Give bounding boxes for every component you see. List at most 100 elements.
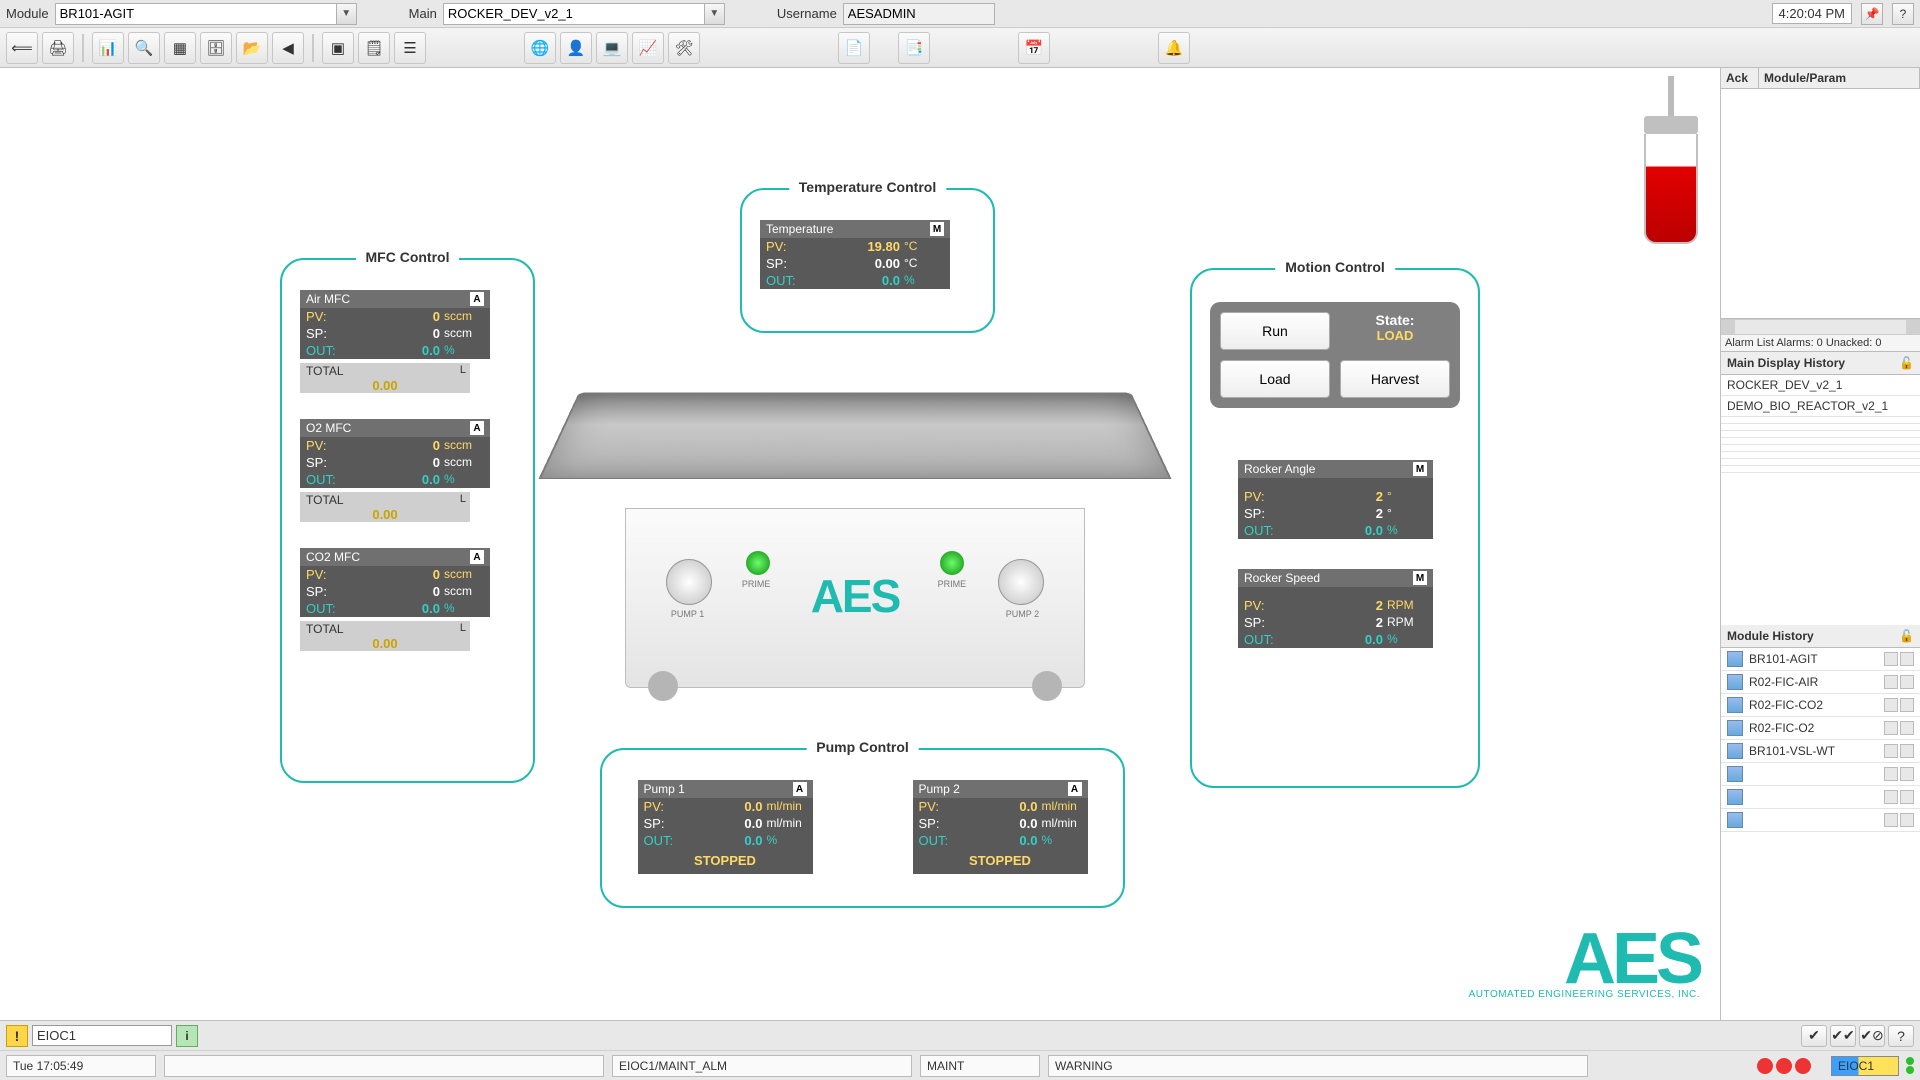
alarm-list-header: Ack Module/Param [1721, 68, 1920, 89]
chevron-down-icon[interactable]: ▼ [336, 4, 356, 24]
home-icon[interactable]: ⟸ [6, 32, 38, 64]
window-icon[interactable]: ▣ [322, 32, 354, 64]
main-input[interactable] [444, 4, 704, 24]
mode-indicator[interactable]: A [1068, 782, 1082, 796]
history-row[interactable] [1721, 445, 1920, 452]
history-row[interactable] [1721, 809, 1920, 832]
history-action-icon[interactable] [1884, 721, 1898, 735]
grid-icon[interactable]: ▦ [164, 32, 196, 64]
history-action-icon[interactable] [1900, 744, 1914, 758]
history-row[interactable] [1721, 466, 1920, 473]
open-icon[interactable]: 📂 [236, 32, 268, 64]
help-icon[interactable]: ? [1892, 3, 1914, 25]
faceplate[interactable]: O2 MFCAPV:0sccmSP:0sccmOUT:0.0% [300, 419, 490, 488]
history-row[interactable] [1721, 763, 1920, 786]
faceplate[interactable]: TemperatureMPV:19.80°CSP:0.00°COUT:0.0% [760, 220, 950, 289]
module-selector[interactable]: ▼ [55, 3, 357, 25]
history-row[interactable]: BR101-VSL-WT [1721, 740, 1920, 763]
db-icon[interactable]: 🗄 [200, 32, 232, 64]
history-row[interactable] [1721, 417, 1920, 424]
history-action-icon[interactable] [1900, 767, 1914, 781]
eioc-field[interactable]: EIOC1 [32, 1025, 172, 1046]
faceplate[interactable]: Rocker SpeedMPV:2RPMSP:2RPMOUT:0.0% [1238, 569, 1433, 648]
trend-icon[interactable]: 📊 [92, 32, 124, 64]
history-action-icon[interactable] [1900, 698, 1914, 712]
aes-logo: AES AUTOMATED ENGINEERING SERVICES, INC. [1469, 931, 1700, 1000]
run-button[interactable]: Run [1220, 312, 1330, 350]
eioc-chip[interactable]: EIOC1 [1831, 1056, 1899, 1076]
status-led-strip: EIOC1 [1757, 1056, 1914, 1076]
history-action-icon[interactable] [1884, 744, 1898, 758]
mode-indicator[interactable]: M [930, 222, 944, 236]
lock-icon[interactable]: 🔓 [1899, 356, 1914, 370]
faceplate[interactable]: Pump 2APV:0.0ml/minSP:0.0ml/minOUT:0.0%S… [913, 780, 1088, 874]
load-button[interactable]: Load [1220, 360, 1330, 398]
history-row[interactable] [1721, 431, 1920, 438]
list-icon[interactable]: ☰ [394, 32, 426, 64]
mode-indicator[interactable]: A [470, 292, 484, 306]
note-icon[interactable]: 🗒 [358, 32, 390, 64]
history-row[interactable]: R02-FIC-AIR [1721, 671, 1920, 694]
history-action-icon[interactable] [1900, 813, 1914, 827]
search-doc-icon[interactable]: 📑 [898, 32, 930, 64]
history-row[interactable] [1721, 438, 1920, 445]
mode-indicator[interactable]: M [1413, 462, 1427, 476]
history-row[interactable] [1721, 459, 1920, 466]
info-icon[interactable]: i [176, 1025, 198, 1047]
history-action-icon[interactable] [1900, 790, 1914, 804]
warning-triangle-icon[interactable]: ! [6, 1025, 28, 1047]
status-help-icon[interactable]: ? [1888, 1025, 1914, 1047]
module-param-col[interactable]: Module/Param [1759, 68, 1920, 88]
mode-indicator[interactable]: A [470, 421, 484, 435]
ack-page-icon[interactable]: ✔✔ [1830, 1025, 1856, 1047]
module-history-title: Module History [1727, 629, 1814, 643]
history-row[interactable]: R02-FIC-O2 [1721, 717, 1920, 740]
faceplate[interactable]: Air MFCAPV:0sccmSP:0sccmOUT:0.0% [300, 290, 490, 359]
history-row[interactable]: R02-FIC-CO2 [1721, 694, 1920, 717]
ack-selected-icon[interactable]: ✔ [1801, 1025, 1827, 1047]
history-row[interactable] [1721, 452, 1920, 459]
bioreactor-icon[interactable] [1636, 76, 1706, 276]
calendar-icon[interactable]: 📅 [1018, 32, 1050, 64]
monitor-icon[interactable]: 💻 [596, 32, 628, 64]
harvest-button[interactable]: Harvest [1340, 360, 1450, 398]
spreadsheet-icon[interactable]: 📈 [632, 32, 664, 64]
alarm-list-hscroll[interactable] [1721, 319, 1920, 335]
history-action-icon[interactable] [1884, 790, 1898, 804]
chevron-down-icon[interactable]: ▼ [704, 4, 724, 24]
history-row[interactable] [1721, 424, 1920, 431]
tools-icon[interactable]: 🛠 [668, 32, 700, 64]
main-selector[interactable]: ▼ [443, 3, 725, 25]
user-icon[interactable]: 👤 [560, 32, 592, 64]
ack-col[interactable]: Ack [1721, 68, 1759, 88]
history-action-icon[interactable] [1900, 675, 1914, 689]
history-action-icon[interactable] [1884, 813, 1898, 827]
history-action-icon[interactable] [1884, 767, 1898, 781]
faceplate[interactable]: Rocker AngleMPV:2°SP:2°OUT:0.0% [1238, 460, 1433, 539]
faceplate[interactable]: Pump 1APV:0.0ml/minSP:0.0ml/minOUT:0.0%S… [638, 780, 813, 874]
history-row[interactable] [1721, 786, 1920, 809]
history-row[interactable]: DEMO_BIO_REACTOR_v2_1 [1721, 396, 1920, 417]
doc-icon[interactable]: 📄 [838, 32, 870, 64]
history-action-icon[interactable] [1900, 652, 1914, 666]
mode-indicator[interactable]: A [470, 550, 484, 564]
alarm-list[interactable] [1721, 89, 1920, 319]
chart-icon[interactable]: 🔍 [128, 32, 160, 64]
history-row[interactable]: ROCKER_DEV_v2_1 [1721, 375, 1920, 396]
print-icon[interactable]: 🖨 [42, 32, 74, 64]
ack-all-icon[interactable]: ✔⊘ [1859, 1025, 1885, 1047]
history-row[interactable]: BR101-AGIT [1721, 648, 1920, 671]
history-action-icon[interactable] [1884, 698, 1898, 712]
history-action-icon[interactable] [1900, 721, 1914, 735]
mode-indicator[interactable]: A [793, 782, 807, 796]
mode-indicator[interactable]: M [1413, 571, 1427, 585]
history-action-icon[interactable] [1884, 675, 1898, 689]
back-icon[interactable]: ◀ [272, 32, 304, 64]
pin-icon[interactable]: 📌 [1861, 3, 1883, 25]
lock-icon[interactable]: 🔓 [1899, 629, 1914, 643]
alarm-bell-icon[interactable]: 🔔 [1158, 32, 1190, 64]
globe-icon[interactable]: 🌐 [524, 32, 556, 64]
faceplate[interactable]: CO2 MFCAPV:0sccmSP:0sccmOUT:0.0% [300, 548, 490, 617]
module-input[interactable] [56, 4, 336, 24]
history-action-icon[interactable] [1884, 652, 1898, 666]
